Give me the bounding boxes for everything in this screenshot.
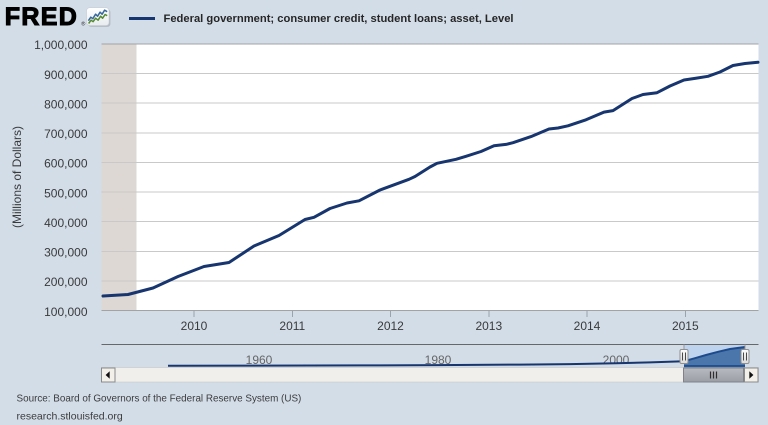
svg-text:Federal government; consumer c: Federal government; consumer credit, stu… xyxy=(164,13,514,25)
svg-text:200,000: 200,000 xyxy=(44,275,88,289)
svg-text:Source: Board of Governors of: Source: Board of Governors of the Federa… xyxy=(17,394,302,405)
svg-text:100,000: 100,000 xyxy=(44,305,88,319)
svg-text:600,000: 600,000 xyxy=(44,157,88,171)
svg-text:800,000: 800,000 xyxy=(44,97,88,111)
svg-text:FRED: FRED xyxy=(5,3,78,31)
svg-text:400,000: 400,000 xyxy=(44,216,88,230)
svg-text:(Millions of Dollars): (Millions of Dollars) xyxy=(10,126,24,228)
svg-text:700,000: 700,000 xyxy=(44,127,88,141)
svg-text:2011: 2011 xyxy=(279,319,305,333)
svg-text:2000: 2000 xyxy=(603,353,630,367)
svg-text:300,000: 300,000 xyxy=(44,246,88,260)
svg-text:900,000: 900,000 xyxy=(44,68,88,82)
svg-text:2014: 2014 xyxy=(574,319,601,333)
svg-text:®: ® xyxy=(81,21,85,28)
svg-text:research.stlouisfed.org: research.stlouisfed.org xyxy=(17,411,123,423)
svg-text:2010: 2010 xyxy=(181,319,208,333)
svg-text:500,000: 500,000 xyxy=(44,186,88,200)
svg-text:2013: 2013 xyxy=(475,319,502,333)
svg-text:1980: 1980 xyxy=(425,353,452,367)
svg-text:2012: 2012 xyxy=(377,319,404,333)
svg-text:1,000,000: 1,000,000 xyxy=(34,38,88,52)
svg-text:2015: 2015 xyxy=(672,319,699,333)
svg-text:1960: 1960 xyxy=(246,353,273,367)
